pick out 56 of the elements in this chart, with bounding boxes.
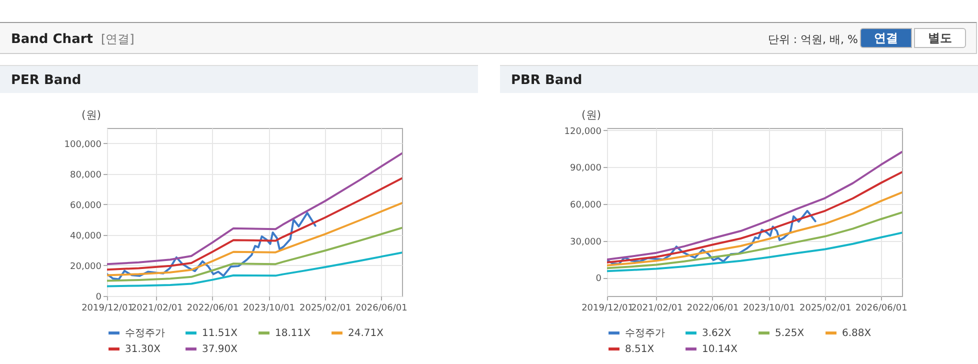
y-tick-label: 80,000 — [70, 170, 102, 180]
y-tick-label: 100,000 — [64, 140, 102, 150]
text: 연결 — [860, 28, 912, 48]
y-tick-label: 60,000 — [70, 200, 102, 211]
y-tick-label: 20,000 — [70, 262, 102, 272]
y-axis-title: (원) — [582, 108, 602, 122]
line-series — [107, 202, 402, 276]
legend-label: 37.90X — [202, 344, 238, 355]
line-series — [607, 232, 902, 272]
legend-label: 18.11X — [275, 328, 311, 339]
legend-label: 3.62X — [702, 328, 732, 339]
y-axis-title: (원) — [82, 108, 102, 122]
x-tick-label: 2021/02/01 — [130, 304, 183, 314]
line-series — [107, 252, 402, 288]
x-tick-label: 2025/02/01 — [799, 304, 852, 314]
y-tick-label: 120,000 — [564, 126, 602, 137]
y-tick-label: 0 — [96, 292, 102, 302]
text: 별도 — [914, 28, 966, 48]
legend-label: 10.14X — [702, 344, 738, 355]
x-tick-label: 2023/10/01 — [243, 304, 295, 314]
line-series — [607, 150, 902, 260]
y-tick-label: 40,000 — [70, 231, 102, 242]
x-tick-label: 2025/02/01 — [299, 304, 352, 314]
y-tick-label: 60,000 — [570, 200, 602, 211]
y-tick-label: 0 — [596, 274, 602, 284]
x-tick-label: 2026/06/01 — [855, 304, 908, 314]
legend-label: 6.88X — [842, 328, 872, 339]
legend-label: 수정주가 — [625, 328, 665, 339]
x-tick-label: 2023/10/01 — [743, 304, 795, 314]
line-series — [607, 191, 902, 266]
legend-label: 8.51X — [625, 344, 654, 355]
x-tick-label: 2019/12/01 — [582, 304, 634, 314]
x-tick-label: 2022/06/01 — [686, 304, 739, 314]
legend-label: 5.25X — [775, 328, 804, 339]
x-tick-label: 2026/06/01 — [355, 304, 408, 314]
text: 단위 : 억원, 배, % — [768, 32, 858, 47]
legend-label: 수정주가 — [125, 328, 165, 339]
line-series — [607, 171, 902, 264]
x-tick-label: 2022/06/01 — [186, 304, 239, 314]
x-tick-label: 2019/12/01 — [82, 304, 134, 314]
y-tick-label: 30,000 — [570, 237, 602, 248]
line-series — [607, 210, 816, 266]
x-tick-label: 2021/02/01 — [630, 304, 683, 314]
text: Band Chart — [11, 32, 93, 47]
line-series — [107, 152, 402, 266]
legend-label: 24.71X — [348, 328, 384, 339]
line-series — [607, 211, 902, 270]
line-series — [107, 177, 402, 271]
chart-title: PER Band — [11, 73, 82, 88]
line-series — [107, 212, 316, 280]
legend-label: 11.51X — [202, 328, 238, 339]
y-tick-label: 90,000 — [570, 164, 602, 174]
legend-label: 31.30X — [125, 344, 161, 355]
chart-title: PBR Band — [511, 73, 582, 88]
line-series — [107, 226, 402, 282]
text: [연결] — [100, 31, 134, 48]
